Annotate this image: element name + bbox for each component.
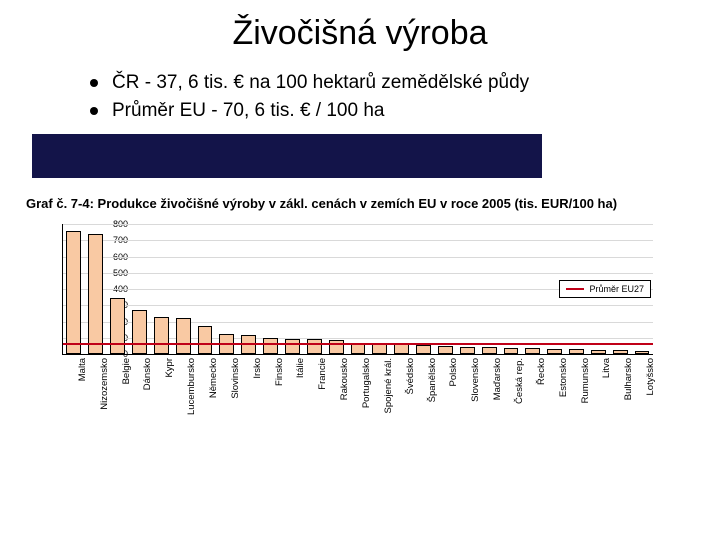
bar — [241, 335, 256, 354]
x-tick-label: Rakousko — [339, 358, 350, 400]
x-tick-label: Bulharsko — [623, 358, 634, 400]
x-tick-label: Nizozemsko — [99, 358, 110, 410]
bar — [438, 346, 453, 354]
x-tick-label: Itálie — [295, 358, 306, 378]
bullet-item: Průměr EU - 70, 6 tis. € / 100 ha — [90, 98, 650, 124]
x-tick-label: Estonsko — [558, 358, 569, 397]
x-tick-label: Španělsko — [427, 358, 438, 402]
x-tick-label: Švédsko — [405, 358, 416, 394]
bar — [613, 350, 628, 354]
bar — [569, 349, 584, 354]
x-tick-label: Portugalsko — [361, 358, 372, 408]
plot-area: Průměr EU27 — [62, 224, 653, 355]
bar-chart: 0100200300400500600700800 Průměr EU27 Ma… — [30, 224, 690, 424]
bar — [198, 326, 213, 354]
bar — [547, 349, 562, 354]
x-tick-label: Řecko — [536, 358, 547, 385]
bar — [176, 318, 191, 354]
bar — [591, 350, 606, 354]
x-tick-label: Německo — [208, 358, 219, 398]
bar — [635, 351, 650, 354]
bar — [132, 310, 147, 354]
x-tick-label: Belgie — [121, 358, 132, 384]
x-tick-label: Francie — [317, 358, 328, 390]
x-tick-label: Lucembursko — [186, 358, 197, 415]
x-tick-label: Maďarsko — [492, 358, 503, 400]
bar — [110, 298, 125, 354]
x-tick-label: Rumunsko — [580, 358, 591, 403]
legend: Průměr EU27 — [559, 280, 651, 298]
bullet-item: ČR - 37, 6 tis. € na 100 hektarů zeměděl… — [90, 70, 650, 96]
bar — [372, 343, 387, 354]
bullet-list: ČR - 37, 6 tis. € na 100 hektarů zeměděl… — [90, 70, 650, 125]
x-tick-label: Polsko — [448, 358, 459, 387]
bar — [504, 348, 519, 354]
bar — [460, 347, 475, 354]
bar — [263, 338, 278, 354]
bullet-dot-icon — [90, 107, 98, 115]
x-tick-label: Kypr — [164, 358, 175, 378]
x-tick-label: Finsko — [274, 358, 285, 386]
slide-title: Živočišná výroba — [0, 14, 720, 53]
bar — [66, 231, 81, 355]
x-tick-label: Malta — [77, 358, 88, 381]
x-tick-label: Slovensko — [470, 358, 481, 402]
bar — [88, 234, 103, 354]
x-tick-label: Dánsko — [142, 358, 153, 390]
bar — [394, 344, 409, 354]
x-tick-label: Spojené král. — [383, 358, 394, 413]
legend-label: Průměr EU27 — [589, 284, 644, 294]
x-tick-label: Slovinsko — [230, 358, 241, 399]
bullet-text: ČR - 37, 6 tis. € na 100 hektarů zeměděl… — [112, 70, 529, 96]
legend-line-icon — [566, 288, 584, 290]
decorative-band — [32, 134, 542, 178]
bullet-text: Průměr EU - 70, 6 tis. € / 100 ha — [112, 98, 384, 124]
x-tick-label: Česká rep. — [514, 358, 525, 404]
slide: Živočišná výroba ČR - 37, 6 tis. € na 10… — [0, 0, 720, 540]
chart-caption: Graf č. 7-4: Produkce živočišné výroby v… — [26, 196, 617, 211]
average-line — [63, 343, 653, 345]
bar — [525, 348, 540, 354]
x-tick-label: Litva — [601, 358, 612, 378]
bar — [416, 345, 431, 354]
x-tick-label: Irsko — [252, 358, 263, 379]
x-tick-label: Lotyšsko — [645, 358, 656, 396]
bar — [285, 339, 300, 354]
x-axis-labels: Malta Nizozemsko Belgie Dánsko Kypr Lucemburs… — [62, 356, 652, 424]
bar — [154, 317, 169, 354]
bar — [482, 347, 497, 354]
bullet-dot-icon — [90, 79, 98, 87]
